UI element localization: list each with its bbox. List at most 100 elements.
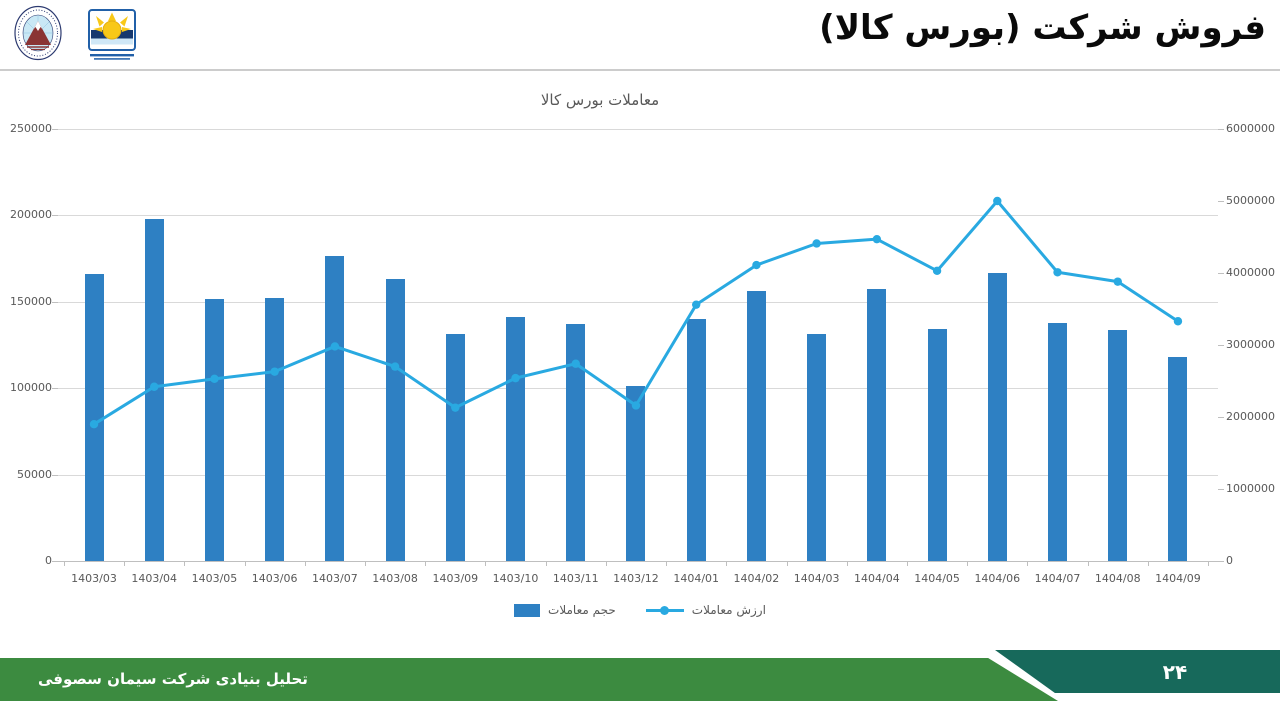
x-axis-tick <box>184 561 186 566</box>
y-axis-right-label: 1000000 <box>1226 482 1275 495</box>
y-axis-left-label: 0 <box>45 554 52 567</box>
value-line-swatch <box>645 605 684 615</box>
legend-item-value: ارزش معاملات <box>645 603 766 617</box>
x-axis-label: 1403/10 <box>492 572 539 585</box>
y-axis-right-tick <box>1218 489 1224 490</box>
y-axis-left-tick <box>52 561 58 562</box>
chart-title: معاملات بورس کالا <box>540 91 660 109</box>
y-axis-left-tick <box>52 388 58 390</box>
value-point <box>932 266 942 276</box>
x-axis-tick <box>666 561 668 566</box>
x-axis-tick <box>485 561 487 566</box>
volume-bar <box>566 324 586 561</box>
gridline <box>58 561 1218 562</box>
footer-green-band <box>0 658 1058 701</box>
value-point <box>812 239 821 248</box>
x-axis-label: 1404/07 <box>1034 572 1081 585</box>
x-axis-tick <box>1147 561 1149 566</box>
x-axis-label: 1404/03 <box>793 572 840 585</box>
page-number: ۲۴ <box>1162 659 1188 684</box>
x-axis-label: 1403/09 <box>432 572 479 585</box>
y-axis-right-label: 2000000 <box>1226 410 1275 423</box>
value-point <box>872 234 882 244</box>
y-axis-right-tick <box>1218 273 1224 274</box>
footer-caption: تحلیل بنیادی شرکت سیمان سصوفی <box>38 670 308 688</box>
legend-item-volume: حجم معاملات <box>514 603 616 617</box>
x-axis-label: 1404/02 <box>733 572 780 585</box>
x-axis-label: 1404/05 <box>914 572 960 585</box>
x-axis-tick <box>906 561 908 566</box>
y-axis-right-label: 5000000 <box>1226 194 1275 207</box>
value-point <box>752 260 761 270</box>
y-axis-right-tick <box>1218 561 1224 562</box>
x-axis-label: 1404/06 <box>974 572 1021 585</box>
y-axis-right-tick <box>1218 345 1224 346</box>
x-axis-tick <box>124 561 126 566</box>
mountain-seal-logo <box>14 5 62 61</box>
y-axis-right-tick <box>1218 201 1224 202</box>
y-axis-right-label: 3000000 <box>1226 338 1275 351</box>
x-axis-tick <box>786 561 788 566</box>
x-axis-tick <box>425 561 427 566</box>
value-marker-dot <box>659 605 669 615</box>
x-axis-tick <box>304 561 306 566</box>
x-axis-tick <box>605 561 607 566</box>
page-title: فروش شرکت (بورس کالا) <box>819 8 1266 48</box>
value-point <box>1113 277 1122 286</box>
volume-bar <box>686 319 706 561</box>
volume-bar <box>325 256 345 561</box>
volume-bar <box>84 274 104 561</box>
volume-bar <box>867 288 887 561</box>
volume-bar <box>1048 323 1068 561</box>
x-axis-label: 1404/04 <box>854 572 900 585</box>
value-point <box>993 196 1002 206</box>
gridline <box>58 129 1218 130</box>
header-divider <box>0 69 1280 71</box>
y-axis-right-tick <box>1218 417 1224 418</box>
x-axis-label: 1404/01 <box>673 572 720 585</box>
volume-bar <box>927 328 947 561</box>
volume-bar <box>1168 357 1188 561</box>
x-axis-label: 1403/06 <box>251 572 298 585</box>
x-axis-tick <box>1087 561 1089 566</box>
x-axis-tick <box>545 561 547 566</box>
gridline <box>58 215 1218 217</box>
y-axis-left-label: 100000 <box>10 381 52 395</box>
x-axis-label: 1404/08 <box>1094 572 1141 585</box>
y-axis-left-label: 250000 <box>10 122 52 135</box>
y-axis-right-label: 4000000 <box>1226 266 1275 279</box>
x-axis-label: 1403/03 <box>71 572 117 585</box>
volume-bar <box>265 298 285 561</box>
y-axis-left-label: 150000 <box>10 294 52 308</box>
x-axis-tick <box>726 561 728 566</box>
volume-bar <box>385 279 405 561</box>
x-axis-label: 1403/04 <box>131 572 178 585</box>
y-axis-left-label: 200000 <box>10 208 52 222</box>
y-axis-left-label: 50000 <box>17 467 52 481</box>
volume-bar <box>445 333 465 561</box>
x-axis-tick <box>244 561 246 566</box>
x-axis-label: 1403/11 <box>552 572 599 585</box>
gridline <box>58 301 1218 303</box>
volume-bar <box>204 299 224 561</box>
volume-bar <box>987 273 1007 561</box>
chart-legend: حجم معاملات ارزش معاملات <box>0 603 1280 617</box>
value-point <box>1173 317 1183 326</box>
volume-bar <box>144 218 164 561</box>
x-axis-label: 1403/08 <box>372 572 418 585</box>
y-axis-left-tick <box>52 301 58 303</box>
volume-bar <box>506 317 526 561</box>
y-axis-right-label: 0 <box>1226 554 1233 567</box>
x-axis-tick <box>1027 561 1029 566</box>
legend-volume-label: حجم معاملات <box>548 603 616 617</box>
volume-bar <box>1108 330 1128 561</box>
volume-bar <box>746 290 766 561</box>
y-axis-left-tick <box>52 129 58 130</box>
legend-value-label: ارزش معاملات <box>691 603 766 617</box>
x-axis-label: 1404/09 <box>1155 572 1201 585</box>
y-axis-right-label: 6000000 <box>1226 122 1275 135</box>
x-axis-tick <box>967 561 969 566</box>
x-axis-tick <box>1208 561 1210 566</box>
volume-swatch <box>514 603 541 617</box>
volume-bar <box>626 386 646 561</box>
